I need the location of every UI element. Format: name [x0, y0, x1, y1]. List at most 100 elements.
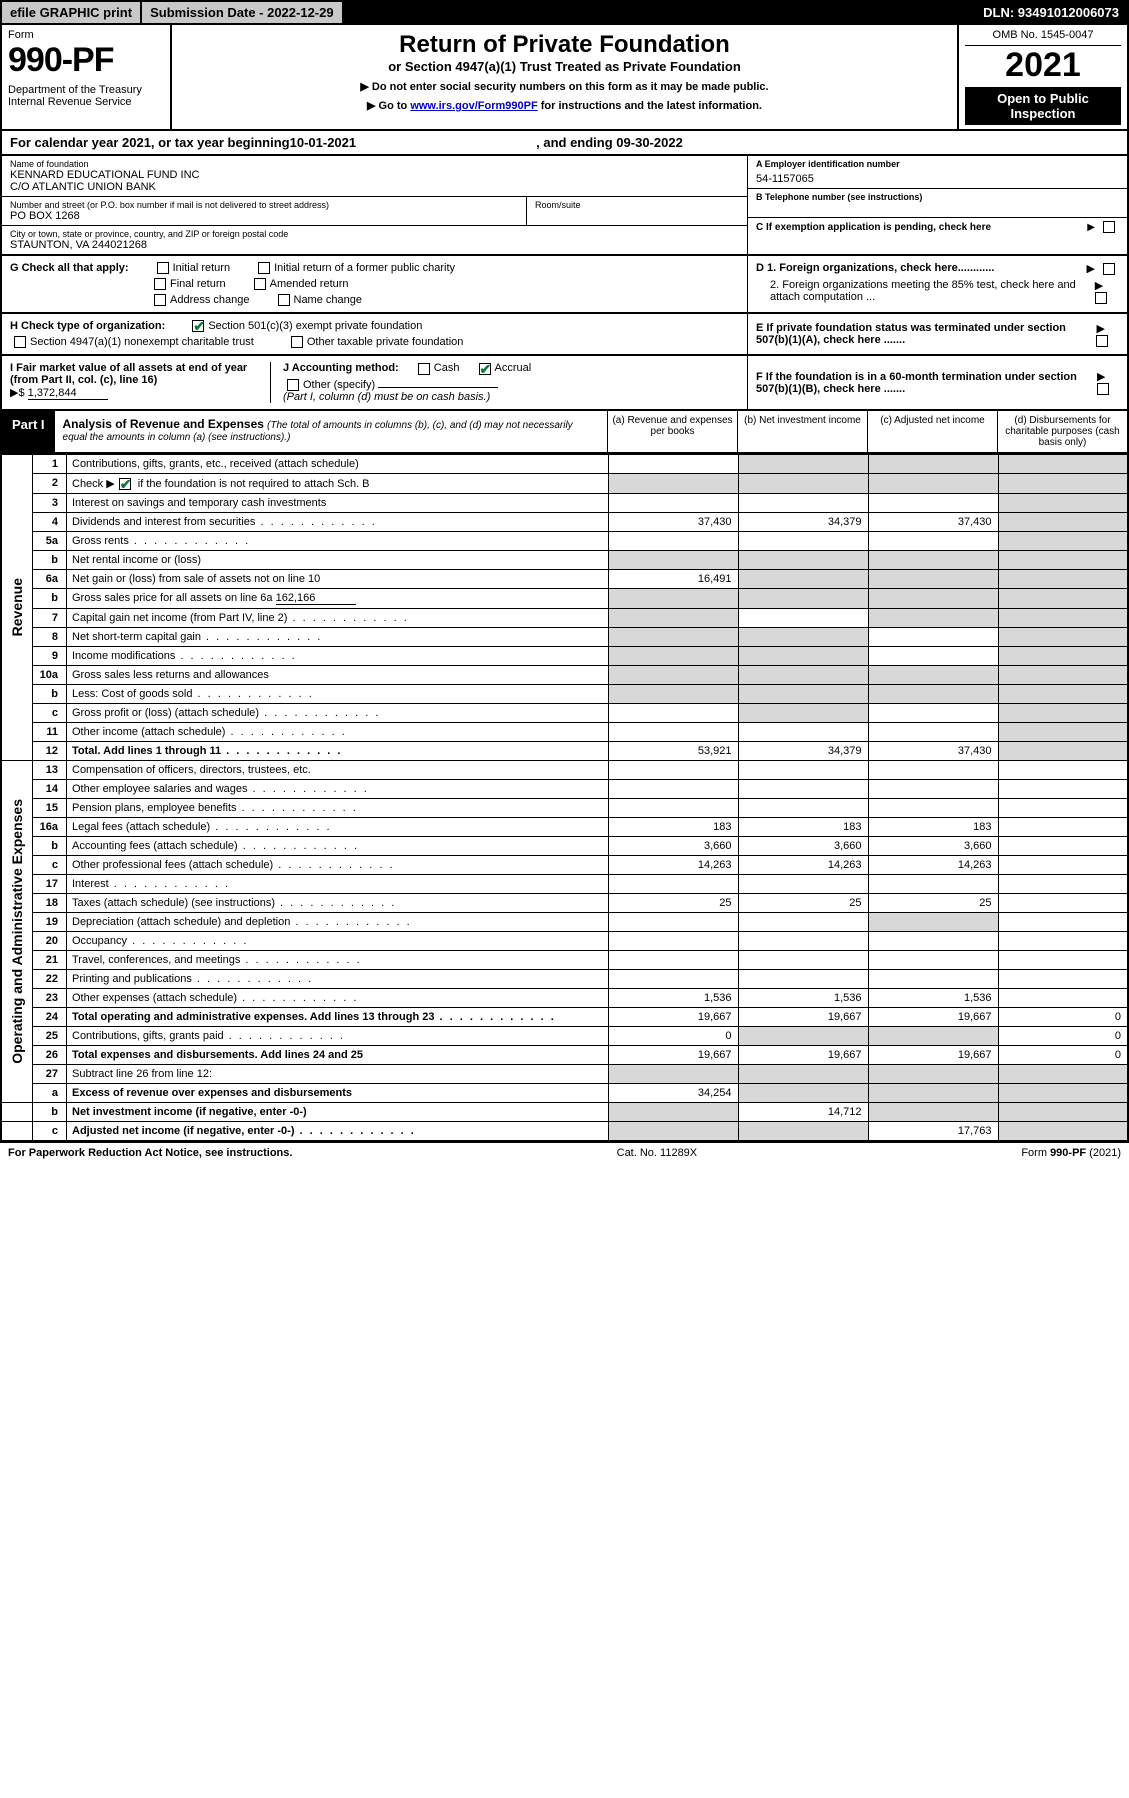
check-cash[interactable]: [418, 363, 430, 375]
table-row: 9Income modifications: [1, 646, 1128, 665]
table-row: Operating and Administrative Expenses 13…: [1, 760, 1128, 779]
table-row: bLess: Cost of goods sold: [1, 684, 1128, 703]
table-row: 20Occupancy: [1, 931, 1128, 950]
table-row: 27Subtract line 26 from line 12:: [1, 1064, 1128, 1083]
irs-link[interactable]: www.irs.gov/Form990PF: [410, 100, 537, 112]
fmv-value: 1,372,844: [28, 387, 108, 400]
table-row: 11Other income (attach schedule): [1, 722, 1128, 741]
table-row: bNet rental income or (loss): [1, 550, 1128, 569]
form-word: Form: [8, 29, 164, 41]
footer-left: For Paperwork Reduction Act Notice, see …: [8, 1147, 292, 1159]
form-header: Form 990-PF Department of the Treasury I…: [0, 25, 1129, 131]
entity-info: Name of foundation KENNARD EDUCATIONAL F…: [0, 156, 1129, 256]
room-cell: Room/suite: [527, 197, 747, 226]
form-number: 990-PF: [8, 41, 164, 80]
check-row-g: G Check all that apply: Initial return I…: [0, 256, 1129, 314]
expenses-side-label: Operating and Administrative Expenses: [7, 791, 27, 1072]
ein-cell: A Employer identification number 54-1157…: [748, 156, 1127, 189]
top-bar: efile GRAPHIC print Submission Date - 20…: [0, 0, 1129, 25]
address-cell: Number and street (or P.O. box number if…: [2, 197, 527, 226]
footer-mid: Cat. No. 11289X: [617, 1147, 698, 1159]
table-row: 14Other employee salaries and wages: [1, 779, 1128, 798]
table-row: cOther professional fees (attach schedul…: [1, 855, 1128, 874]
table-row: 4Dividends and interest from securities3…: [1, 512, 1128, 531]
table-row: 18Taxes (attach schedule) (see instructi…: [1, 893, 1128, 912]
check-c[interactable]: [1103, 221, 1115, 233]
table-row: 3Interest on savings and temporary cash …: [1, 493, 1128, 512]
check-initial-former[interactable]: [258, 262, 270, 274]
foundation-name-cell: Name of foundation KENNARD EDUCATIONAL F…: [2, 156, 747, 197]
check-amended[interactable]: [254, 278, 266, 290]
exemption-pending-cell: C If exemption application is pending, c…: [748, 218, 1127, 236]
col-b-head: (b) Net investment income: [737, 411, 867, 452]
header-left: Form 990-PF Department of the Treasury I…: [2, 25, 172, 129]
footer-right: Form 990-PF (2021): [1021, 1147, 1121, 1159]
calendar-year-row: For calendar year 2021, or tax year begi…: [0, 131, 1129, 156]
table-row: 25Contributions, gifts, grants paid00: [1, 1026, 1128, 1045]
open-inspection: Open to Public Inspection: [965, 87, 1121, 125]
part1-header: Part I Analysis of Revenue and Expenses …: [0, 411, 1129, 454]
telephone-cell: B Telephone number (see instructions): [748, 189, 1127, 218]
check-accrual[interactable]: [479, 363, 491, 375]
part1-desc: Analysis of Revenue and Expenses (The to…: [55, 411, 607, 452]
dln-label: DLN: 93491012006073: [344, 2, 1127, 23]
table-row: 17Interest: [1, 874, 1128, 893]
check-501c3[interactable]: [192, 320, 204, 332]
dept-label: Department of the Treasury: [8, 84, 164, 96]
form-note2: ▶ Go to www.irs.gov/Form990PF for instru…: [182, 99, 947, 112]
check-schb[interactable]: [119, 478, 131, 490]
form-title: Return of Private Foundation: [182, 31, 947, 59]
submission-date: Submission Date - 2022-12-29: [142, 2, 344, 23]
table-row: 23Other expenses (attach schedule)1,5361…: [1, 988, 1128, 1007]
col-c-head: (c) Adjusted net income: [867, 411, 997, 452]
page-footer: For Paperwork Reduction Act Notice, see …: [0, 1142, 1129, 1163]
table-row: aExcess of revenue over expenses and dis…: [1, 1083, 1128, 1102]
check-other-taxable[interactable]: [291, 336, 303, 348]
col-a-head: (a) Revenue and expenses per books: [607, 411, 737, 452]
check-name-change[interactable]: [278, 294, 290, 306]
check-4947[interactable]: [14, 336, 26, 348]
table-row: bGross sales price for all assets on lin…: [1, 588, 1128, 608]
table-row: 16aLegal fees (attach schedule)183183183: [1, 817, 1128, 836]
header-right: OMB No. 1545-0047 2021 Open to Public In…: [957, 25, 1127, 129]
header-center: Return of Private Foundation or Section …: [172, 25, 957, 129]
check-other-method[interactable]: [287, 379, 299, 391]
tax-year: 2021: [965, 46, 1121, 85]
form-note1: ▶ Do not enter social security numbers o…: [182, 80, 947, 93]
year-begin: 10-01-2021: [290, 135, 357, 150]
check-f[interactable]: [1097, 383, 1109, 395]
table-row: 7Capital gain net income (from Part IV, …: [1, 608, 1128, 627]
year-end: 09-30-2022: [616, 135, 683, 150]
check-row-ij: I Fair market value of all assets at end…: [0, 356, 1129, 410]
table-row: 8Net short-term capital gain: [1, 627, 1128, 646]
table-row: 12Total. Add lines 1 through 1153,92134,…: [1, 741, 1128, 760]
irs-label: Internal Revenue Service: [8, 96, 164, 108]
check-d1[interactable]: [1103, 263, 1115, 275]
table-row: 19Depreciation (attach schedule) and dep…: [1, 912, 1128, 931]
table-row: bAccounting fees (attach schedule)3,6603…: [1, 836, 1128, 855]
part1-tag: Part I: [2, 411, 55, 452]
table-row: cAdjusted net income (if negative, enter…: [1, 1121, 1128, 1141]
table-row: Revenue 1 Contributions, gifts, grants, …: [1, 454, 1128, 473]
check-addr-change[interactable]: [154, 294, 166, 306]
table-row: 22Printing and publications: [1, 969, 1128, 988]
table-row: 15Pension plans, employee benefits: [1, 798, 1128, 817]
col-d-head: (d) Disbursements for charitable purpose…: [997, 411, 1127, 452]
check-row-h: H Check type of organization: Section 50…: [0, 314, 1129, 356]
table-row: 21Travel, conferences, and meetings: [1, 950, 1128, 969]
table-row: 24Total operating and administrative exp…: [1, 1007, 1128, 1026]
table-row: 26Total expenses and disbursements. Add …: [1, 1045, 1128, 1064]
table-row: 10aGross sales less returns and allowanc…: [1, 665, 1128, 684]
check-e[interactable]: [1096, 335, 1108, 347]
check-initial[interactable]: [157, 262, 169, 274]
part1-table: Revenue 1 Contributions, gifts, grants, …: [0, 454, 1129, 1142]
table-row: cGross profit or (loss) (attach schedule…: [1, 703, 1128, 722]
table-row: bNet investment income (if negative, ent…: [1, 1102, 1128, 1121]
omb-number: OMB No. 1545-0047: [965, 29, 1121, 46]
check-final[interactable]: [154, 278, 166, 290]
table-row: 6aNet gain or (loss) from sale of assets…: [1, 569, 1128, 588]
table-row: 5aGross rents: [1, 531, 1128, 550]
check-d2[interactable]: [1095, 292, 1107, 304]
efile-label: efile GRAPHIC print: [2, 2, 142, 23]
table-row: 2 Check ▶ if the foundation is not requi…: [1, 473, 1128, 493]
